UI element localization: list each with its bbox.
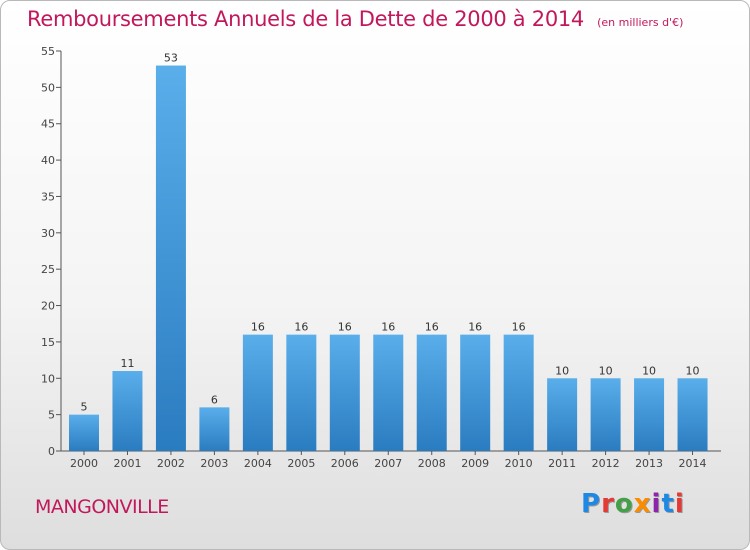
y-tick-label: 0 bbox=[48, 445, 55, 458]
chart-title-line: Remboursements Annuels de la Dette de 20… bbox=[27, 7, 683, 31]
x-tick-label: 2008 bbox=[418, 457, 446, 470]
data-label-2000: 5 bbox=[81, 401, 88, 414]
data-label-2004: 16 bbox=[251, 321, 265, 334]
data-label-2001: 11 bbox=[120, 357, 134, 370]
bar-2001 bbox=[112, 371, 143, 451]
bar-2007 bbox=[373, 334, 404, 451]
logo-letter: i bbox=[674, 489, 685, 519]
x-tick-label: 2007 bbox=[374, 457, 402, 470]
data-label-2007: 16 bbox=[381, 321, 395, 334]
x-tick-label: 2006 bbox=[331, 457, 359, 470]
y-tick-label: 20 bbox=[41, 300, 55, 313]
bar-2012 bbox=[590, 378, 621, 451]
bar-2006 bbox=[329, 334, 360, 451]
data-label-2014: 10 bbox=[686, 364, 700, 377]
y-tick-label: 10 bbox=[41, 372, 55, 385]
data-label-2012: 10 bbox=[599, 364, 613, 377]
bar-2004 bbox=[242, 334, 273, 451]
bar-2009 bbox=[460, 334, 491, 451]
bars: 5 11 53 6 16 16 16 16 16 16 16 10 10 10 10 bbox=[69, 52, 708, 451]
y-tick-label: 45 bbox=[41, 118, 55, 131]
proxiti-logo: Proxiti bbox=[581, 489, 685, 519]
bar-2013 bbox=[634, 378, 665, 451]
axes: 0 5 10 15 20 25 30 35 40 45 50 55 2000 2001 2002 2003 20… bbox=[41, 45, 721, 470]
bar-2014 bbox=[677, 378, 708, 451]
y-tick-label: 40 bbox=[41, 154, 55, 167]
x-tick-label: 2011 bbox=[548, 457, 576, 470]
y-tick-label: 30 bbox=[41, 227, 55, 240]
bar-2008 bbox=[416, 334, 447, 451]
y-tick-label: 25 bbox=[41, 263, 55, 276]
data-label-2010: 16 bbox=[512, 321, 526, 334]
data-label-2013: 10 bbox=[642, 364, 656, 377]
bar-2003 bbox=[199, 407, 230, 451]
y-tick-label: 55 bbox=[41, 45, 55, 58]
x-tick-label: 2001 bbox=[113, 457, 141, 470]
x-tick-label: 2003 bbox=[200, 457, 228, 470]
bar-2010 bbox=[503, 334, 534, 451]
bar-2000 bbox=[69, 414, 99, 451]
data-label-2009: 16 bbox=[468, 321, 482, 334]
x-tick-label: 2000 bbox=[70, 457, 98, 470]
data-label-2002: 53 bbox=[164, 52, 178, 65]
x-tick-label: 2012 bbox=[592, 457, 620, 470]
x-tick-label: 2009 bbox=[461, 457, 489, 470]
logo-letter: r bbox=[601, 489, 615, 519]
logo-letter: P bbox=[581, 489, 602, 519]
data-label-2006: 16 bbox=[338, 321, 352, 334]
logo-letter: i bbox=[651, 489, 662, 519]
x-tick-label: 2004 bbox=[244, 457, 272, 470]
y-tick-label: 15 bbox=[41, 336, 55, 349]
y-tick-label: 50 bbox=[41, 81, 55, 94]
chart-title: Remboursements Annuels de la Dette de 20… bbox=[27, 7, 584, 31]
logo-letter: t bbox=[661, 489, 675, 519]
y-tick-label: 5 bbox=[48, 409, 55, 422]
bar-2011 bbox=[547, 378, 578, 451]
x-tick-label: 2005 bbox=[287, 457, 315, 470]
bar-2002 bbox=[155, 65, 186, 451]
data-label-2011: 10 bbox=[555, 364, 569, 377]
bar-2005 bbox=[286, 334, 317, 451]
x-tick-label: 2013 bbox=[635, 457, 663, 470]
place-name: MANGONVILLE bbox=[35, 496, 169, 518]
chart-subtitle: (en milliers d'€) bbox=[597, 16, 684, 29]
data-label-2008: 16 bbox=[425, 321, 439, 334]
y-tick-label: 35 bbox=[41, 190, 55, 203]
logo-letter: x bbox=[633, 489, 652, 519]
x-tick-label: 2014 bbox=[679, 457, 707, 470]
data-label-2005: 16 bbox=[294, 321, 308, 334]
data-label-2003: 6 bbox=[211, 393, 218, 406]
x-tick-label: 2002 bbox=[157, 457, 185, 470]
logo-letter: o bbox=[614, 489, 634, 519]
x-tick-label: 2010 bbox=[505, 457, 533, 470]
